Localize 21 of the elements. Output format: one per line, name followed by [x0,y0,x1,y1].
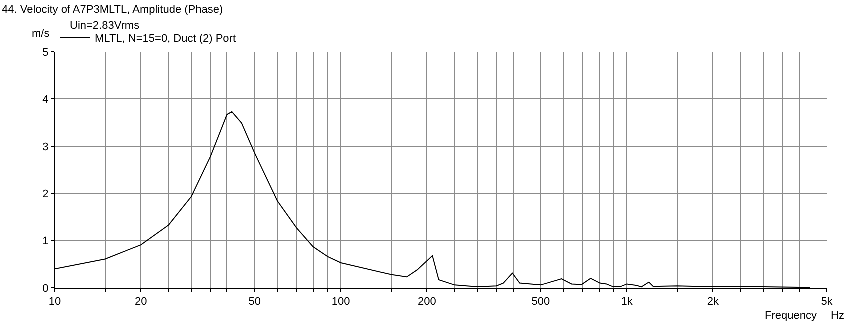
x-tick-label: 10 [48,296,62,308]
y-tick-label: 5 [42,46,49,59]
x-tick-label: 200 [418,296,436,308]
x-tick-label: 100 [332,296,350,308]
x-tick-label: 500 [532,296,550,308]
y-tick-label: 1 [42,236,49,248]
chart-title: 44. Velocity of A7P3MLTL, Amplitude (Phase) [2,4,224,16]
chart-subtitle: Uin=2.83Vrms [70,20,140,32]
x-tick-label: 2k [707,296,720,308]
x-tick-label: 20 [134,296,148,308]
y-tick-label: 4 [42,94,49,106]
y-axis-title: m/s [32,28,50,40]
x-tick-label: 5k [821,296,834,308]
y-tick-label: 2 [42,188,49,200]
text: Hz [831,310,844,322]
y-tick-label: 3 [42,141,49,154]
y-tick-label: 0 [42,282,49,295]
x-axis-title: Frequency [765,310,818,322]
x-tick-label: 1k [621,296,634,308]
x-tick-label: 50 [248,296,262,308]
legend-label: MLTL, N=15=0, Duct (2) Port [95,32,236,45]
